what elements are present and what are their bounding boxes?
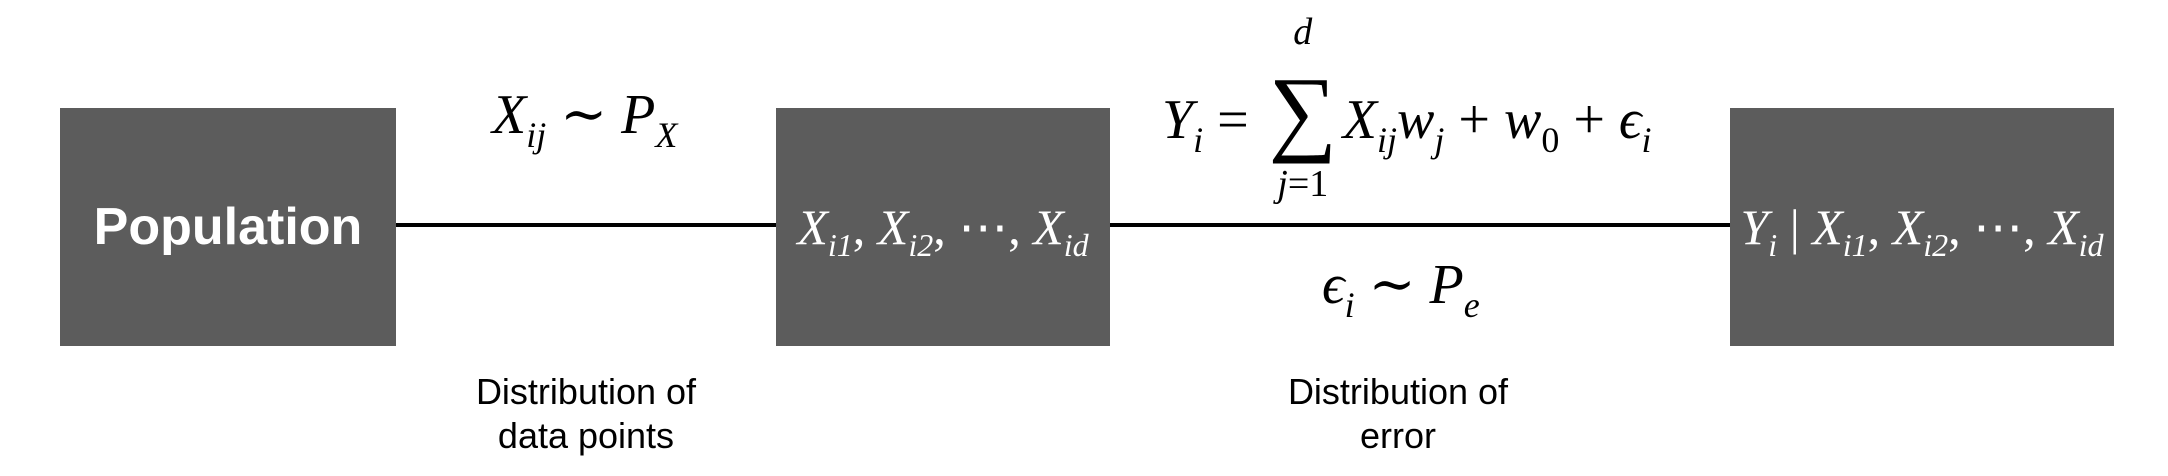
population-box: Population [60, 108, 396, 346]
error-distribution-formula: ϵi ∼ Pe [1322, 254, 1480, 325]
features-box: Xi1, Xi2, ⋯, Xid [776, 108, 1110, 346]
caption-data-points: Distribution of data points [475, 371, 697, 456]
target-label: Yi | Xi1, Xi2, ⋯, Xid [1740, 199, 2104, 263]
caption-error: Distribution of error [1287, 371, 1509, 456]
connector-population-to-features [396, 223, 776, 227]
population-label: Population [93, 198, 363, 256]
features-label: Xi1, Xi2, ⋯, Xid [797, 199, 1089, 263]
data-distribution-formula: Xij ∼ PX [492, 84, 678, 155]
linear-model-formula: Yi = d ∑ j=1 Xijwj + w0 + ϵi [1162, 11, 1652, 206]
summation-symbol: d ∑ j=1 [1268, 11, 1337, 206]
target-box: Yi | Xi1, Xi2, ⋯, Xid [1730, 108, 2114, 346]
connector-features-to-target [1110, 223, 1730, 227]
